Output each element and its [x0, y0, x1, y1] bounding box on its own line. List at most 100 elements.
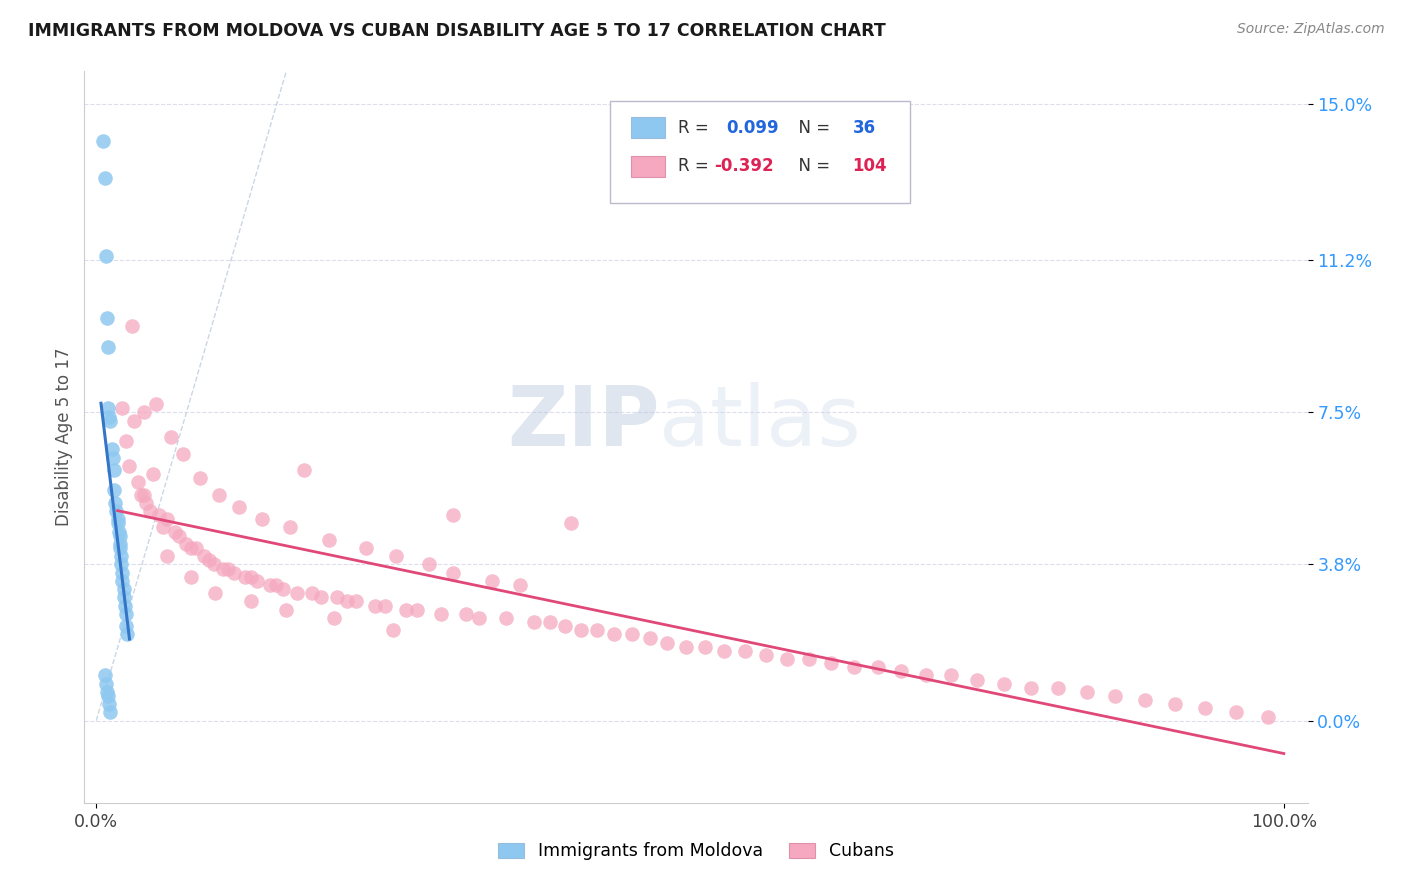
- Point: [98, 409, 121, 424]
- Point: [322, 611, 344, 625]
- Point: [169, 529, 191, 543]
- Point: [107, 524, 129, 539]
- Point: [481, 574, 503, 588]
- Point: [657, 635, 679, 649]
- Y-axis label: Disability Age 5 to 17: Disability Age 5 to 17: [55, 348, 73, 526]
- Text: R =: R =: [678, 158, 714, 176]
- Point: [1225, 706, 1247, 720]
- Text: atlas: atlas: [659, 382, 860, 463]
- Point: [145, 397, 167, 411]
- Point: [276, 602, 298, 616]
- Point: [111, 566, 134, 580]
- Point: [509, 578, 531, 592]
- Text: R =: R =: [678, 119, 714, 136]
- Point: [204, 586, 226, 600]
- Point: [354, 541, 377, 555]
- FancyBboxPatch shape: [610, 101, 910, 203]
- Text: 0.099: 0.099: [727, 119, 779, 136]
- Point: [111, 401, 134, 416]
- Point: [93, 171, 115, 186]
- Point: [176, 537, 198, 551]
- Point: [278, 520, 301, 534]
- Point: [217, 561, 239, 575]
- Point: [180, 541, 202, 555]
- Point: [239, 570, 262, 584]
- Point: [98, 697, 121, 711]
- Point: [318, 533, 340, 547]
- Point: [560, 516, 582, 531]
- Point: [382, 624, 405, 638]
- Point: [523, 615, 546, 629]
- Point: [233, 570, 256, 584]
- Bar: [631, 156, 665, 177]
- Point: [188, 471, 211, 485]
- Point: [454, 607, 477, 621]
- Point: [309, 591, 332, 605]
- Point: [96, 685, 118, 699]
- Point: [108, 541, 131, 555]
- Point: [1257, 709, 1279, 723]
- Point: [429, 607, 451, 621]
- Point: [538, 615, 561, 629]
- Point: [172, 446, 194, 460]
- Point: [797, 652, 820, 666]
- Point: [114, 599, 136, 613]
- Point: [292, 463, 315, 477]
- Point: [160, 430, 183, 444]
- Point: [163, 524, 186, 539]
- Point: [94, 676, 117, 690]
- Point: [107, 512, 129, 526]
- Point: [112, 591, 135, 605]
- Point: [104, 496, 127, 510]
- Point: [110, 558, 132, 572]
- Point: [301, 586, 323, 600]
- Point: [620, 627, 643, 641]
- Point: [93, 668, 115, 682]
- Point: [638, 632, 661, 646]
- Point: [96, 310, 118, 325]
- Point: [131, 487, 153, 501]
- Point: [569, 624, 592, 638]
- Point: [374, 599, 396, 613]
- Point: [1047, 681, 1070, 695]
- Point: [93, 134, 115, 148]
- Point: [115, 619, 138, 633]
- Text: Source: ZipAtlas.com: Source: ZipAtlas.com: [1237, 22, 1385, 37]
- Point: [755, 648, 778, 662]
- Point: [148, 508, 170, 523]
- Point: [152, 520, 174, 534]
- Point: [245, 574, 267, 588]
- Point: [966, 673, 988, 687]
- Point: [1133, 693, 1156, 707]
- Point: [890, 665, 912, 679]
- Point: [101, 450, 124, 465]
- Point: [285, 586, 308, 600]
- Point: [915, 668, 938, 682]
- Point: [198, 553, 221, 567]
- Point: [103, 463, 125, 477]
- Point: [94, 249, 117, 263]
- Point: [115, 434, 138, 449]
- Point: [820, 656, 842, 670]
- Point: [993, 676, 1015, 690]
- Point: [406, 602, 429, 616]
- Point: [866, 660, 889, 674]
- Point: [132, 405, 155, 419]
- Point: [202, 558, 225, 572]
- Point: [97, 340, 120, 354]
- Text: N =: N =: [787, 119, 835, 136]
- Point: [259, 578, 281, 592]
- Point: [675, 640, 697, 654]
- Point: [239, 594, 262, 608]
- Point: [122, 414, 145, 428]
- Point: [100, 442, 122, 457]
- Point: [207, 487, 229, 501]
- Point: [418, 558, 440, 572]
- Point: [326, 591, 349, 605]
- Point: [603, 627, 626, 641]
- Text: N =: N =: [787, 158, 835, 176]
- Point: [271, 582, 294, 596]
- Point: [586, 624, 609, 638]
- Text: -0.392: -0.392: [714, 158, 773, 176]
- Legend: Immigrants from Moldova, Cubans: Immigrants from Moldova, Cubans: [491, 836, 901, 867]
